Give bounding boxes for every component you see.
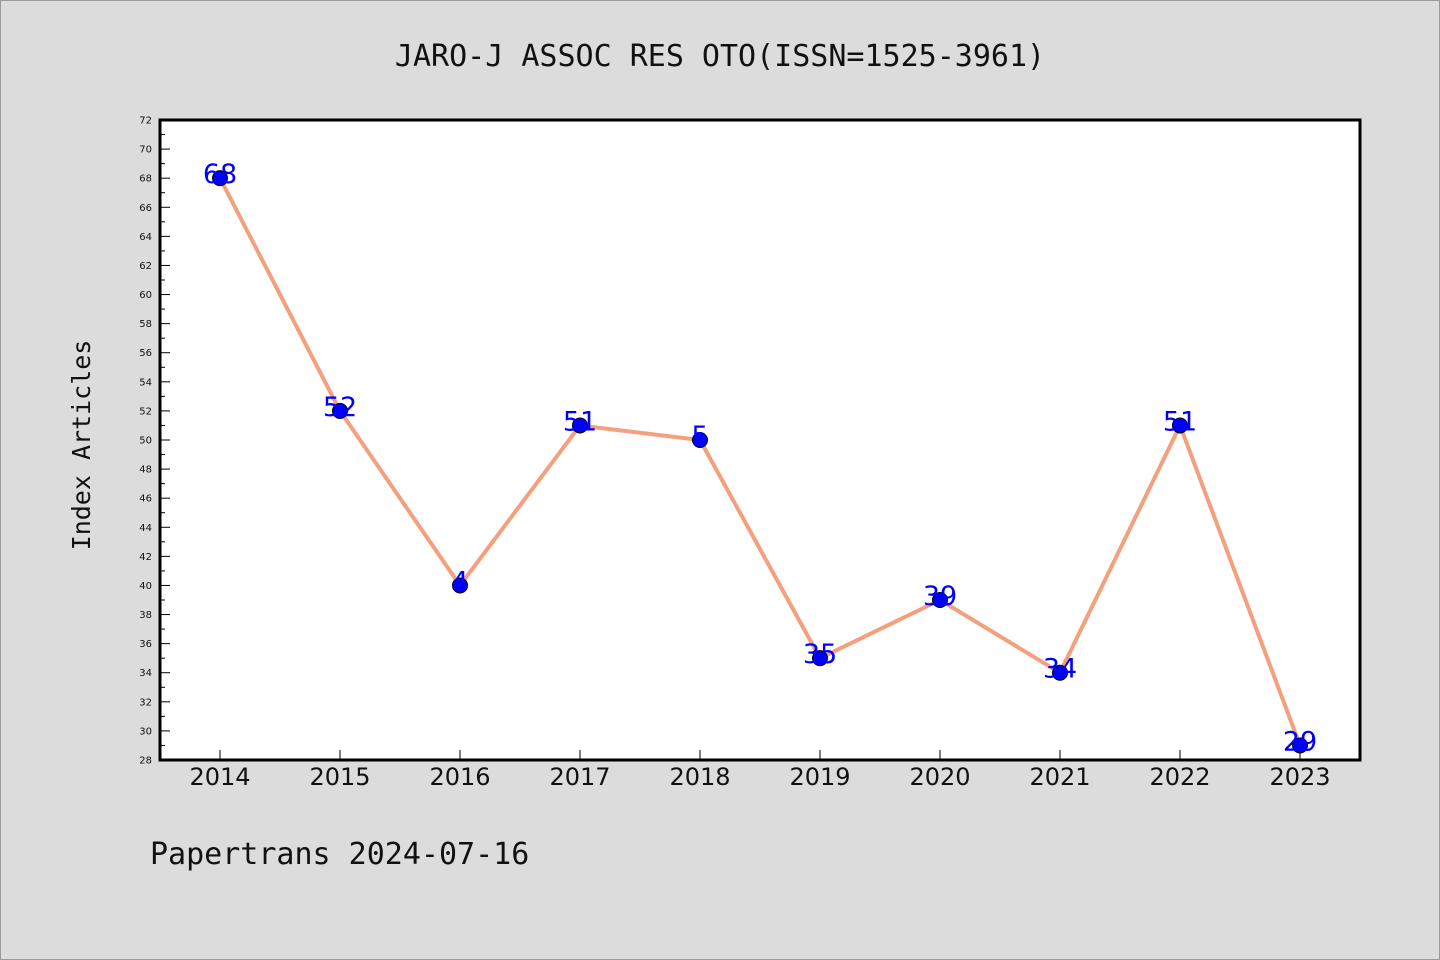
x-tick-label: 2014	[189, 763, 250, 791]
data-label: 35	[803, 639, 837, 670]
data-label: 34	[1043, 654, 1077, 685]
y-tick-label: 48	[139, 465, 152, 476]
footer-date-stamp: Papertrans 2024-07-16	[150, 837, 529, 872]
x-tick-label: 2015	[309, 763, 370, 791]
y-tick-label: 62	[139, 261, 152, 272]
data-label: 51	[1163, 406, 1197, 437]
series-line	[218, 176, 1302, 748]
y-tick-label: 54	[139, 377, 152, 388]
data-label: 29	[1283, 726, 1317, 757]
x-tick-label: 2017	[549, 763, 610, 791]
data-point-marker	[332, 402, 348, 419]
data-point-marker	[1172, 417, 1188, 434]
y-tick-label: 36	[139, 639, 152, 650]
y-tick-label: 56	[139, 348, 152, 359]
data-point-marker	[452, 577, 468, 594]
x-tick-label: 2016	[429, 763, 490, 791]
y-tick-label: 44	[139, 523, 152, 534]
y-tick-label: 28	[139, 756, 152, 767]
data-point-marker	[212, 170, 228, 187]
y-tick-label: 34	[139, 668, 152, 679]
data-label: 5	[691, 421, 708, 452]
data-label: 68	[203, 159, 237, 190]
x-tick-label: 2023	[1269, 763, 1330, 791]
y-axis-ticks: 28 30 32 34 36 38 40 42 44 46 48 50 52 54 56 58 60 62 64 66…	[139, 116, 170, 767]
x-tick-label: 2019	[789, 763, 850, 791]
plot-border	[158, 118, 1362, 762]
data-label: 4	[451, 566, 468, 597]
y-tick-label: 40	[139, 581, 152, 592]
x-axis-ticks: 2014 2015 2016 2017 2018 2019 2020 2021 2022 2023	[189, 750, 1331, 791]
x-tick-label: 2022	[1149, 763, 1210, 791]
y-tick-label: 60	[139, 290, 152, 301]
y-tick-label: 38	[139, 610, 152, 621]
y-tick-label: 58	[139, 319, 152, 330]
data-label: 51	[563, 406, 597, 437]
data-label: 39	[923, 581, 957, 612]
x-tick-label: 2021	[1029, 763, 1090, 791]
data-labels: 68 52 4 51 5 35 39 34 51 29	[203, 159, 1317, 757]
y-tick-label: 72	[139, 116, 152, 127]
data-point-marker	[812, 650, 828, 667]
y-tick-label: 52	[139, 406, 152, 417]
plot-area	[160, 120, 1360, 760]
data-point-marker	[1292, 737, 1308, 754]
y-tick-label: 70	[139, 145, 152, 156]
data-label: 52	[323, 392, 357, 423]
y-tick-label: 32	[139, 697, 152, 708]
y-tick-label: 66	[139, 203, 152, 214]
data-point-marker	[1052, 664, 1068, 681]
data-point-marker	[692, 432, 708, 448]
y-tick-label: 46	[139, 494, 152, 505]
y-tick-label: 68	[139, 174, 152, 185]
y-axis-label: Index Articles	[67, 340, 96, 551]
y-tick-label: 42	[139, 552, 152, 563]
y-tick-label: 30	[139, 726, 152, 737]
series-line-group	[218, 176, 1302, 748]
chart-title: JARO-J ASSOC RES OTO(ISSN=1525-3961)	[395, 39, 1045, 74]
y-tick-label: 64	[139, 232, 152, 243]
data-markers	[212, 170, 1308, 754]
x-tick-label: 2018	[669, 763, 730, 791]
y-tick-label: 50	[139, 436, 152, 447]
x-tick-label: 2020	[909, 763, 970, 791]
data-point-marker	[932, 592, 948, 608]
data-point-marker	[572, 417, 588, 434]
